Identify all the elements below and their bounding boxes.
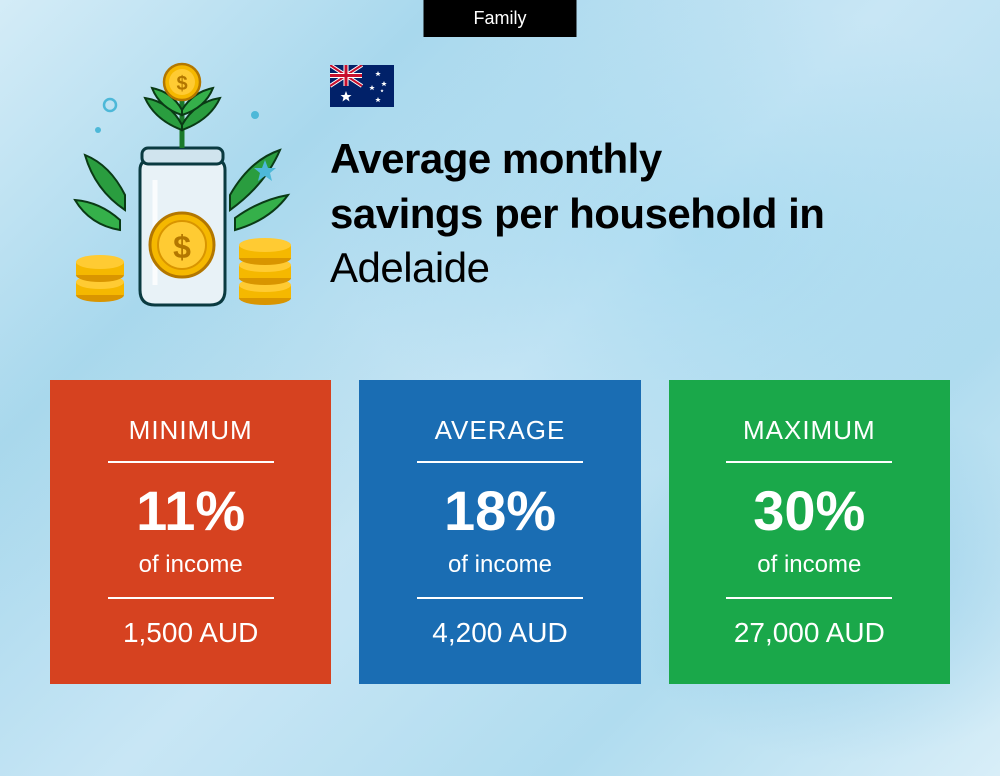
card-percent: 11% [80,483,301,539]
card-sublabel: of income [699,551,920,579]
card-label: MINIMUM [80,415,301,446]
card-amount: 4,200 AUD [389,617,610,649]
card-label: MAXIMUM [699,415,920,446]
title-city: Adelaide [330,244,489,291]
divider [726,597,892,599]
title-line-2: savings per household in [330,190,824,237]
australia-flag-icon [330,65,394,107]
card-amount: 27,000 AUD [699,617,920,649]
svg-text:$: $ [176,73,187,95]
divider [417,597,583,599]
card-label: AVERAGE [389,415,610,446]
card-average: AVERAGE 18% of income 4,200 AUD [359,380,640,684]
divider [726,461,892,463]
card-minimum: MINIMUM 11% of income 1,500 AUD [50,380,331,684]
divider [108,597,274,599]
card-percent: 30% [699,483,920,539]
card-amount: 1,500 AUD [80,617,301,649]
stats-cards: MINIMUM 11% of income 1,500 AUD AVERAGE … [0,350,1000,734]
card-sublabel: of income [80,551,301,579]
divider [108,461,274,463]
header-text: Average monthly savings per household in… [330,60,950,296]
page-title: Average monthly savings per household in… [330,132,950,296]
savings-illustration: $ $ [70,60,300,320]
svg-text:$: $ [173,229,191,265]
card-percent: 18% [389,483,610,539]
header-section: $ $ [0,0,1000,350]
divider [417,461,583,463]
card-maximum: MAXIMUM 30% of income 27,000 AUD [669,380,950,684]
title-line-1: Average monthly [330,135,662,182]
card-sublabel: of income [389,551,610,579]
